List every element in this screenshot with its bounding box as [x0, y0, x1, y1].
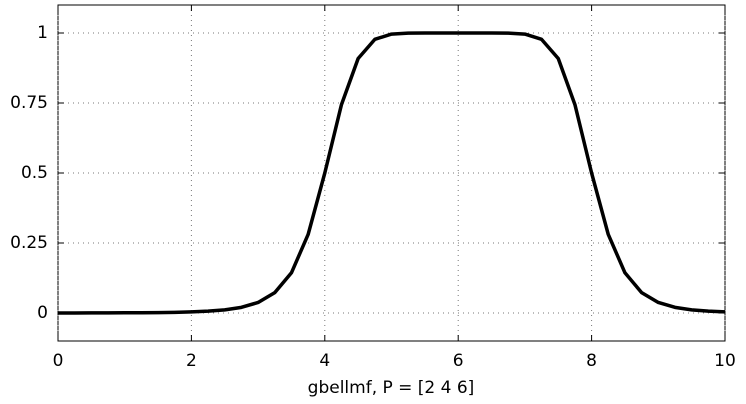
x-tick-label: 0: [53, 351, 64, 371]
y-tick-label: 0.25: [10, 233, 48, 253]
x-tick-label: 6: [453, 351, 464, 371]
x-tick-label: 10: [714, 351, 736, 371]
y-tick-label: 0: [37, 303, 48, 323]
x-tick-label: 8: [586, 351, 597, 371]
x-tick-label: 4: [319, 351, 330, 371]
x-axis-label: gbellmf, P = [2 4 6]: [308, 378, 475, 398]
x-tick-label: 2: [186, 351, 197, 371]
data-line: [58, 31, 726, 315]
y-tick-label: 1: [37, 23, 48, 43]
y-tick-label: 0.75: [10, 93, 48, 113]
y-tick-label: 0.5: [21, 163, 48, 183]
